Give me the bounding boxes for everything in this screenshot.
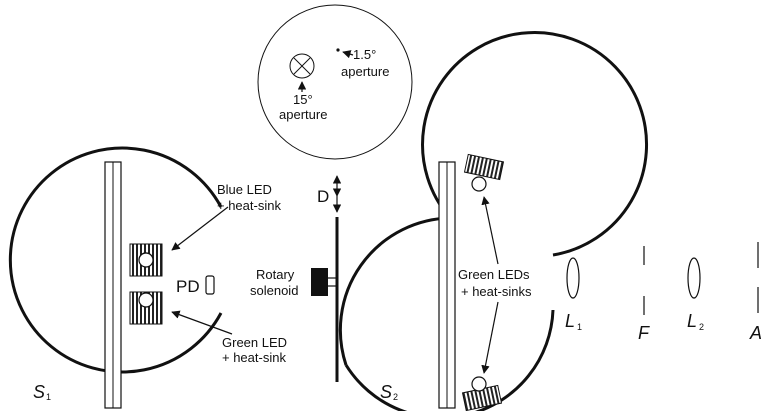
green-led-heatsink <box>129 291 163 325</box>
output-optics: L 1 F L 2 A <box>565 242 762 343</box>
lens1-label-sub: 1 <box>577 322 582 332</box>
photodiode-icon <box>205 275 215 295</box>
filter-label: F <box>638 323 650 343</box>
large-aperture-icon <box>289 53 315 79</box>
sphere2-label-sub: 2 <box>393 392 398 402</box>
lens1-label: L <box>565 311 575 331</box>
green-led-label-line2: + heat-sink <box>222 350 286 365</box>
sphere1-label-sub: 1 <box>46 392 51 402</box>
solenoid-label-line1: Rotary <box>256 267 295 282</box>
photodiode-label: PD <box>176 277 200 296</box>
small-aperture-icon <box>336 48 340 52</box>
lens-2 <box>687 257 701 299</box>
blue-led-label-line1: Blue LED <box>217 182 272 197</box>
blue-led-label-line2: + heat-sink <box>217 198 281 213</box>
solenoid-label-line2: solenoid <box>250 283 298 298</box>
lens-1 <box>566 257 580 299</box>
sphere2-label: S <box>380 382 392 402</box>
large-aperture-label: 15° <box>293 92 313 107</box>
integrating-sphere-1: PD Blue LED + heat-sink Green LED + heat… <box>8 146 287 409</box>
small-aperture-label: 1.5° <box>353 47 376 62</box>
top-green-led-heatsink <box>463 153 505 192</box>
green-led-arrow <box>171 310 233 335</box>
lens2-label: L <box>687 311 697 331</box>
top-leds-arrow <box>481 196 499 265</box>
blue-led-heatsink <box>129 243 163 277</box>
leds-label-line2: + heat-sinks <box>461 284 532 299</box>
large-aperture-word: aperture <box>279 107 327 122</box>
bottom-green-led-heatsink <box>461 376 503 411</box>
bottom-leds-arrow <box>481 301 499 374</box>
leds-label-line1: Green LEDs <box>458 267 530 282</box>
sphere1-label: S <box>33 382 45 402</box>
green-led-label-line1: Green LED <box>222 335 287 350</box>
aperture-inset: 1.5° aperture 15° aperture <box>257 4 413 160</box>
rotary-solenoid-body <box>311 268 328 296</box>
small-aperture-arrow <box>342 50 354 59</box>
aperture-stop-label: A <box>749 323 762 343</box>
distance-label: D <box>317 187 329 206</box>
shutter-assembly: D Rotary solenoid <box>250 175 342 382</box>
blue-led-arrow <box>171 206 229 251</box>
lens2-label-sub: 2 <box>699 322 704 332</box>
integrating-sphere-2: Green LEDs + heat-sinks S 2 <box>338 31 649 411</box>
small-aperture-word: aperture <box>341 64 389 79</box>
